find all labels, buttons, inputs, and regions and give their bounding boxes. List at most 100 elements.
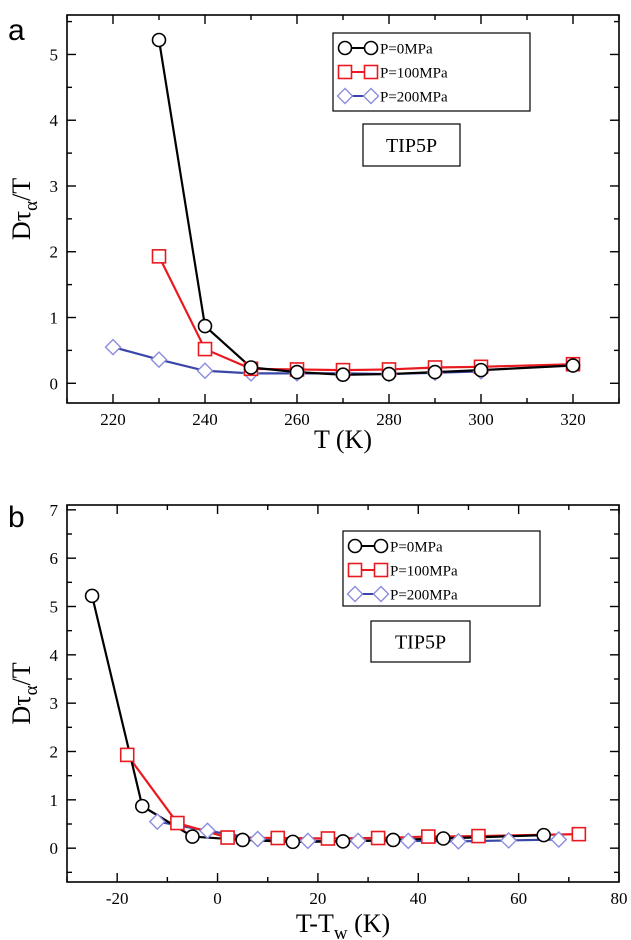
data-point <box>134 798 150 814</box>
x-tick-label: 40 <box>410 889 427 908</box>
legend-marker <box>373 562 389 578</box>
data-point <box>421 829 436 844</box>
x-tick-label: 300 <box>468 410 494 429</box>
legend-marker <box>337 64 353 80</box>
panel-letter: a <box>8 14 25 47</box>
data-point <box>220 830 235 845</box>
legend-label: P=0MPa <box>390 540 443 556</box>
data-point <box>436 831 451 846</box>
legend-marker <box>363 64 379 80</box>
y-label-part: Dτ <box>7 211 36 240</box>
data-point <box>270 830 286 846</box>
plot-frame <box>66 504 620 883</box>
series-line <box>158 255 574 372</box>
x-tick-label: 20 <box>309 889 326 908</box>
legend-marker <box>362 87 380 105</box>
legend-marker <box>363 40 379 56</box>
data-point <box>243 360 259 375</box>
data-point <box>385 832 401 848</box>
data-point <box>500 831 518 849</box>
data-point <box>185 829 200 844</box>
x-tick-label: 80 <box>611 889 628 908</box>
legend-label: P=200MPa <box>380 90 448 106</box>
x-tick-label: 280 <box>376 410 402 429</box>
y-tick-label: 3 <box>50 694 59 713</box>
y-tick-label: 2 <box>50 743 59 762</box>
x-tick-label: 320 <box>560 410 586 429</box>
legend-label: P=200MPa <box>390 588 458 604</box>
y-tick-label: 5 <box>50 45 59 64</box>
data-point <box>471 828 486 844</box>
data-point <box>148 813 166 831</box>
legend-marker <box>347 562 363 578</box>
y-tick-label: 4 <box>50 646 59 665</box>
y-tick-label: 1 <box>50 791 59 810</box>
legend-marker <box>347 538 363 554</box>
data-point <box>119 747 135 763</box>
model-label-box <box>362 123 461 167</box>
y-label-part: Dτ <box>7 695 36 724</box>
data-point <box>151 32 167 48</box>
data-point <box>381 366 397 382</box>
x-tick-label: 220 <box>100 410 126 429</box>
data-point <box>536 827 552 843</box>
y-tick-label: 0 <box>50 374 59 393</box>
data-point <box>473 362 489 378</box>
y-tick-label: 7 <box>50 501 59 520</box>
legend-marker <box>337 40 353 56</box>
y-axis-label: Dτα/T <box>7 178 42 240</box>
data-point <box>427 364 443 380</box>
panel-b: b -20 0 20 40 60 80 0 1 2 3 4 5 6 7 Dτα/T T-Tw (K) P=0MPa… <box>7 501 628 940</box>
y-tick-label: 5 <box>50 598 59 617</box>
data-point <box>320 831 336 846</box>
legend-marker <box>372 585 390 603</box>
data-point <box>565 358 581 373</box>
data-point <box>335 367 351 383</box>
x-tick-label: 260 <box>284 410 310 429</box>
data-point <box>335 834 351 849</box>
legend-label: P=0MPa <box>380 42 433 58</box>
model-label: TIP5P <box>395 632 446 654</box>
y-tick-label: 4 <box>50 111 59 130</box>
y-tick-label: 2 <box>50 243 59 262</box>
data-point <box>170 815 185 831</box>
series-line <box>126 754 579 840</box>
y-tick-label: 3 <box>50 177 59 196</box>
x-tick-label: -20 <box>106 889 129 908</box>
data-point <box>84 588 100 604</box>
x-tick-label: 60 <box>510 889 527 908</box>
legend-label: P=100MPa <box>390 564 458 580</box>
data-point <box>285 834 301 850</box>
y-tick-label: 0 <box>50 839 59 858</box>
data-point <box>550 830 568 848</box>
data-point <box>151 249 167 264</box>
x-tick-label: 240 <box>192 410 218 429</box>
data-point <box>299 832 317 850</box>
legend-label: P=100MPa <box>380 66 448 82</box>
data-point <box>199 822 216 840</box>
y-label-part: /T <box>7 662 36 685</box>
data-point <box>370 830 386 846</box>
x-axis-label: T-Tw (K) <box>296 909 390 940</box>
x-label-subscript: w <box>334 923 348 940</box>
data-point <box>104 338 122 356</box>
data-point <box>289 364 305 380</box>
data-point <box>249 830 267 848</box>
data-point <box>197 341 213 357</box>
data-point <box>150 351 168 369</box>
x-tick-label: 0 <box>213 889 222 908</box>
series-line <box>91 595 544 843</box>
y-tick-label: 6 <box>50 549 59 568</box>
data-point <box>196 362 214 380</box>
data-point <box>399 832 417 850</box>
x-label-part: (K) <box>348 909 391 938</box>
x-axis-label: T (K) <box>314 425 372 454</box>
data-point <box>449 832 467 850</box>
y-tick-label: 1 <box>50 309 59 328</box>
y-label-subscript: α <box>21 685 42 695</box>
data-point <box>197 318 213 334</box>
model-label: TIP5P <box>386 135 437 157</box>
panel-a: a 220 240 260 280 300 320 0 1 2 3 4 5 Dτα/T T (K) P=0MP… <box>7 14 620 454</box>
y-label-subscript: α <box>21 201 42 211</box>
